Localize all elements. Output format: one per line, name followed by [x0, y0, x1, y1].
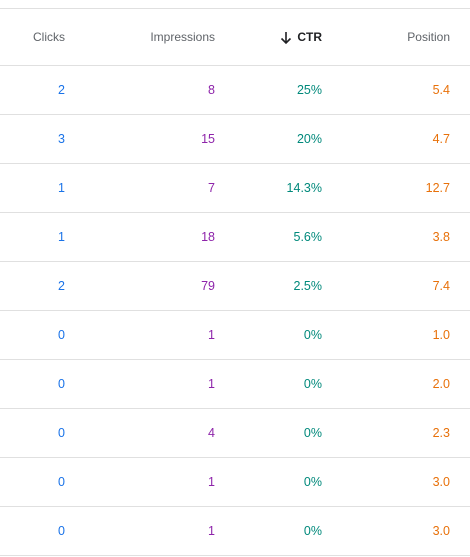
table-cell: 0 — [58, 524, 65, 538]
table-cell: 14.3% — [286, 181, 322, 195]
table-cell: 0% — [303, 328, 322, 342]
table-cell: 5.4 — [432, 83, 450, 97]
table-cell: 0 — [58, 328, 65, 342]
table-cell: 1 — [208, 328, 215, 342]
table-cell: 7 — [208, 181, 215, 195]
table-cell: 2.3 — [432, 426, 450, 440]
table-cell: 5.6% — [293, 230, 323, 244]
table-cell: 4 — [208, 426, 215, 440]
table-row: 0 1 0% 1.0 — [0, 311, 470, 360]
table-cell: 2.0 — [432, 377, 450, 391]
table-cell: 18 — [201, 230, 215, 244]
table-row: 0 4 0% 2.3 — [0, 409, 470, 458]
table-cell: 12.7 — [425, 181, 450, 195]
table-row: 2 79 2.5% 7.4 — [0, 262, 470, 311]
header-cell[interactable]: Position — [407, 30, 450, 44]
table-cell: 0% — [303, 475, 322, 489]
table-row: 0 1 0% 3.0 — [0, 507, 470, 556]
table-cell: 1 — [208, 377, 215, 391]
table-cell: 25% — [296, 83, 322, 97]
table-cell: 15 — [201, 132, 215, 146]
table-cell: 3 — [58, 132, 65, 146]
sort-arrow[interactable] — [280, 31, 292, 45]
table-row: 1 18 5.6% 3.8 — [0, 213, 470, 262]
table-cell: 1 — [208, 524, 215, 538]
table-cell: 0 — [58, 475, 65, 489]
table-cell: 0% — [303, 524, 322, 538]
table-cell: 20% — [296, 132, 322, 146]
table-cell: 0 — [58, 377, 65, 391]
table-cell: 1 — [208, 475, 215, 489]
table-cell: 0 — [58, 426, 65, 440]
table-cell: 2 — [58, 279, 65, 293]
table-cell: 0% — [303, 377, 322, 391]
header-cell[interactable]: CTR — [297, 30, 322, 44]
table-row: 3 15 20% 4.7 — [0, 115, 470, 164]
header-row: Clicks Impressions CTR Position — [0, 9, 470, 66]
header-cell[interactable]: Clicks — [33, 30, 65, 44]
table-row: 0 1 0% 2.0 — [0, 360, 470, 409]
table-row: 1 7 14.3% 12.7 — [0, 164, 470, 213]
table-cell: 2.5% — [293, 279, 323, 293]
table-cell: 79 — [201, 279, 215, 293]
table-cell: 1.0 — [432, 328, 450, 342]
table-cell: 4.7 — [432, 132, 450, 146]
table: Clicks Impressions CTR Position 2 8 25% 5.4… — [0, 8, 470, 557]
table-cell: 3.0 — [432, 475, 450, 489]
table-cell: 3.8 — [432, 230, 450, 244]
table-cell: 1 — [58, 230, 65, 244]
table-cell: 8 — [208, 83, 215, 97]
table-cell: 0% — [303, 426, 322, 440]
table-cell: 1 — [58, 181, 65, 195]
table-row: 0 1 0% 3.0 — [0, 458, 470, 507]
table-row: 2 8 25% 5.4 — [0, 66, 470, 115]
table-cell: 3.0 — [432, 524, 450, 538]
table-cell: 2 — [58, 83, 65, 97]
header-cell[interactable]: Impressions — [150, 30, 215, 44]
table-cell: 7.4 — [432, 279, 450, 293]
